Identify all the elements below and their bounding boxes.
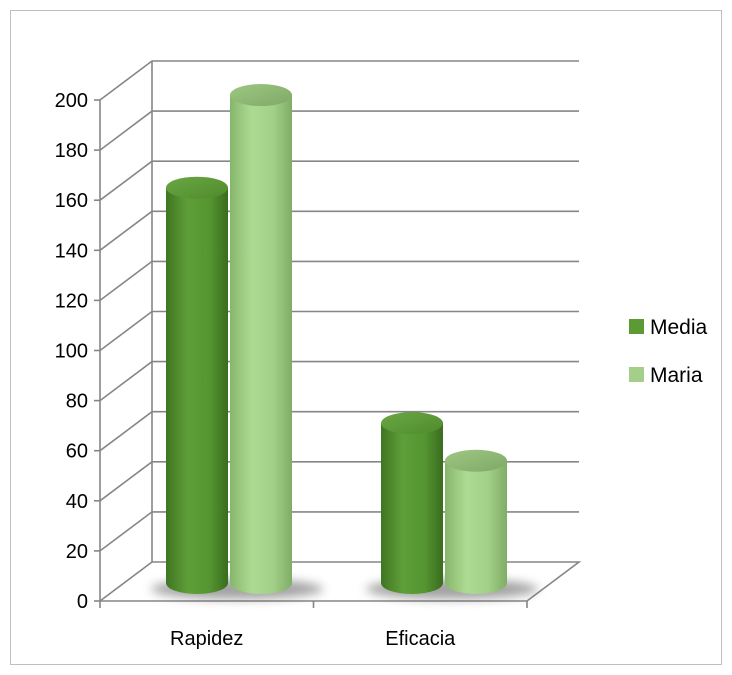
y-tick-label: 80	[66, 391, 88, 413]
bar-body	[166, 187, 228, 594]
y-tick-label: 60	[66, 441, 88, 463]
bar-top	[445, 449, 507, 472]
y-tick-label: 180	[55, 140, 88, 162]
y-tick-label: 200	[55, 90, 88, 112]
bar-body	[381, 423, 443, 594]
bars	[151, 84, 538, 599]
gridline	[99, 360, 579, 402]
legend-swatch	[629, 319, 644, 334]
axes	[94, 99, 528, 608]
y-tick-label: 120	[55, 290, 88, 312]
y-tick-label: 160	[55, 190, 88, 212]
legend-label: Maria	[650, 364, 703, 387]
y-tick-label: 40	[66, 491, 88, 513]
bar-top	[166, 176, 228, 199]
x-tick-label: Rapidez	[170, 628, 243, 650]
bar-media-eficacia	[381, 412, 443, 594]
legend-label: Media	[650, 316, 708, 339]
y-tick-label: 0	[77, 591, 88, 613]
x-tick-label: Eficacia	[385, 628, 456, 650]
y-tick-label: 140	[55, 240, 88, 262]
bar-body	[230, 95, 292, 594]
bar-top	[381, 412, 443, 435]
gridline	[99, 310, 579, 352]
gridline	[99, 260, 579, 302]
bar-maria-rapidez	[230, 84, 292, 594]
gridline	[99, 410, 579, 452]
x-tick-labels: Rapidez Eficacia	[170, 628, 456, 650]
chart-border	[10, 10, 722, 665]
bar-maria-eficacia	[445, 449, 507, 594]
gridline	[99, 160, 579, 201]
y-tick-label: 100	[55, 341, 88, 363]
legend: Media Maria	[629, 316, 708, 387]
y-tick-labels: 0 20 40 60 80 100 120 140 160 180 200	[55, 90, 88, 613]
bar-body	[445, 460, 507, 594]
bar-top	[230, 84, 292, 107]
bar-media-rapidez	[166, 176, 228, 594]
y-tick-label: 20	[66, 541, 88, 563]
gridline	[99, 60, 579, 101]
gridline	[99, 110, 579, 151]
gridline	[99, 210, 579, 251]
legend-swatch	[629, 367, 644, 382]
